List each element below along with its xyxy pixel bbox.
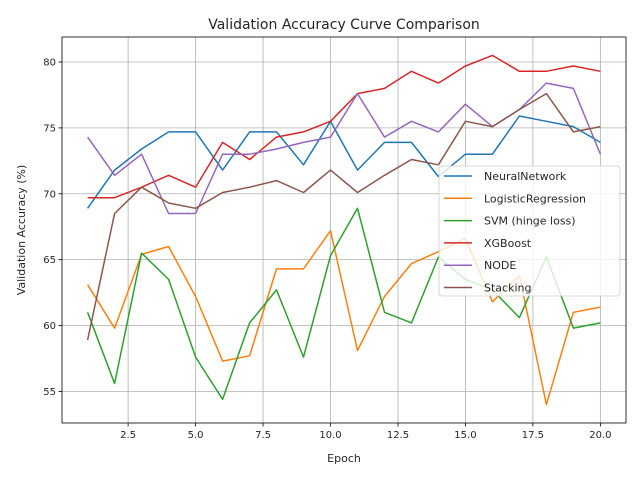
y-tick-label: 55 bbox=[43, 387, 56, 398]
legend-label: SVM (hinge loss) bbox=[484, 215, 576, 228]
legend-label: Stacking bbox=[484, 282, 531, 295]
legend-label: XGBoost bbox=[484, 237, 532, 250]
series-line-5 bbox=[86, 92, 601, 341]
legend: NeuralNetwork LogisticRegression SVM (hing… bbox=[438, 165, 621, 297]
x-axis-ticks: 2.5 5.0 7.5 10.0 12.5 15.0 17.5 20.0 bbox=[120, 423, 611, 441]
x-tick-label: 20.0 bbox=[589, 430, 611, 441]
series-line-3 bbox=[87, 54, 601, 199]
x-tick-label: 12.5 bbox=[387, 430, 409, 441]
legend-label: NeuralNetwork bbox=[484, 170, 567, 183]
legend-label: LogisticRegression bbox=[484, 192, 586, 205]
x-tick-label: 17.5 bbox=[522, 430, 544, 441]
legend-box bbox=[438, 165, 621, 297]
x-tick-label: 5.0 bbox=[188, 430, 204, 441]
y-axis-ticks: 55 60 65 70 75 80 bbox=[43, 58, 62, 398]
x-axis-label: Epoch bbox=[327, 452, 361, 465]
series-line-2 bbox=[86, 207, 601, 401]
y-tick-label: 80 bbox=[43, 58, 56, 69]
chart-title: Validation Accuracy Curve Comparison bbox=[208, 17, 480, 33]
series-line-0 bbox=[86, 115, 601, 209]
y-tick-label: 65 bbox=[43, 255, 56, 266]
x-tick-label: 10.0 bbox=[319, 430, 341, 441]
x-tick-label: 7.5 bbox=[255, 430, 271, 441]
y-tick-label: 75 bbox=[43, 123, 56, 134]
x-tick-label: 2.5 bbox=[120, 430, 136, 441]
y-axis-label: Validation Accuracy (%) bbox=[15, 165, 28, 296]
x-tick-label: 15.0 bbox=[454, 430, 476, 441]
y-tick-label: 60 bbox=[43, 321, 56, 332]
legend-label: NODE bbox=[484, 259, 516, 272]
y-tick-label: 70 bbox=[43, 189, 56, 200]
plot-frame bbox=[61, 36, 627, 424]
